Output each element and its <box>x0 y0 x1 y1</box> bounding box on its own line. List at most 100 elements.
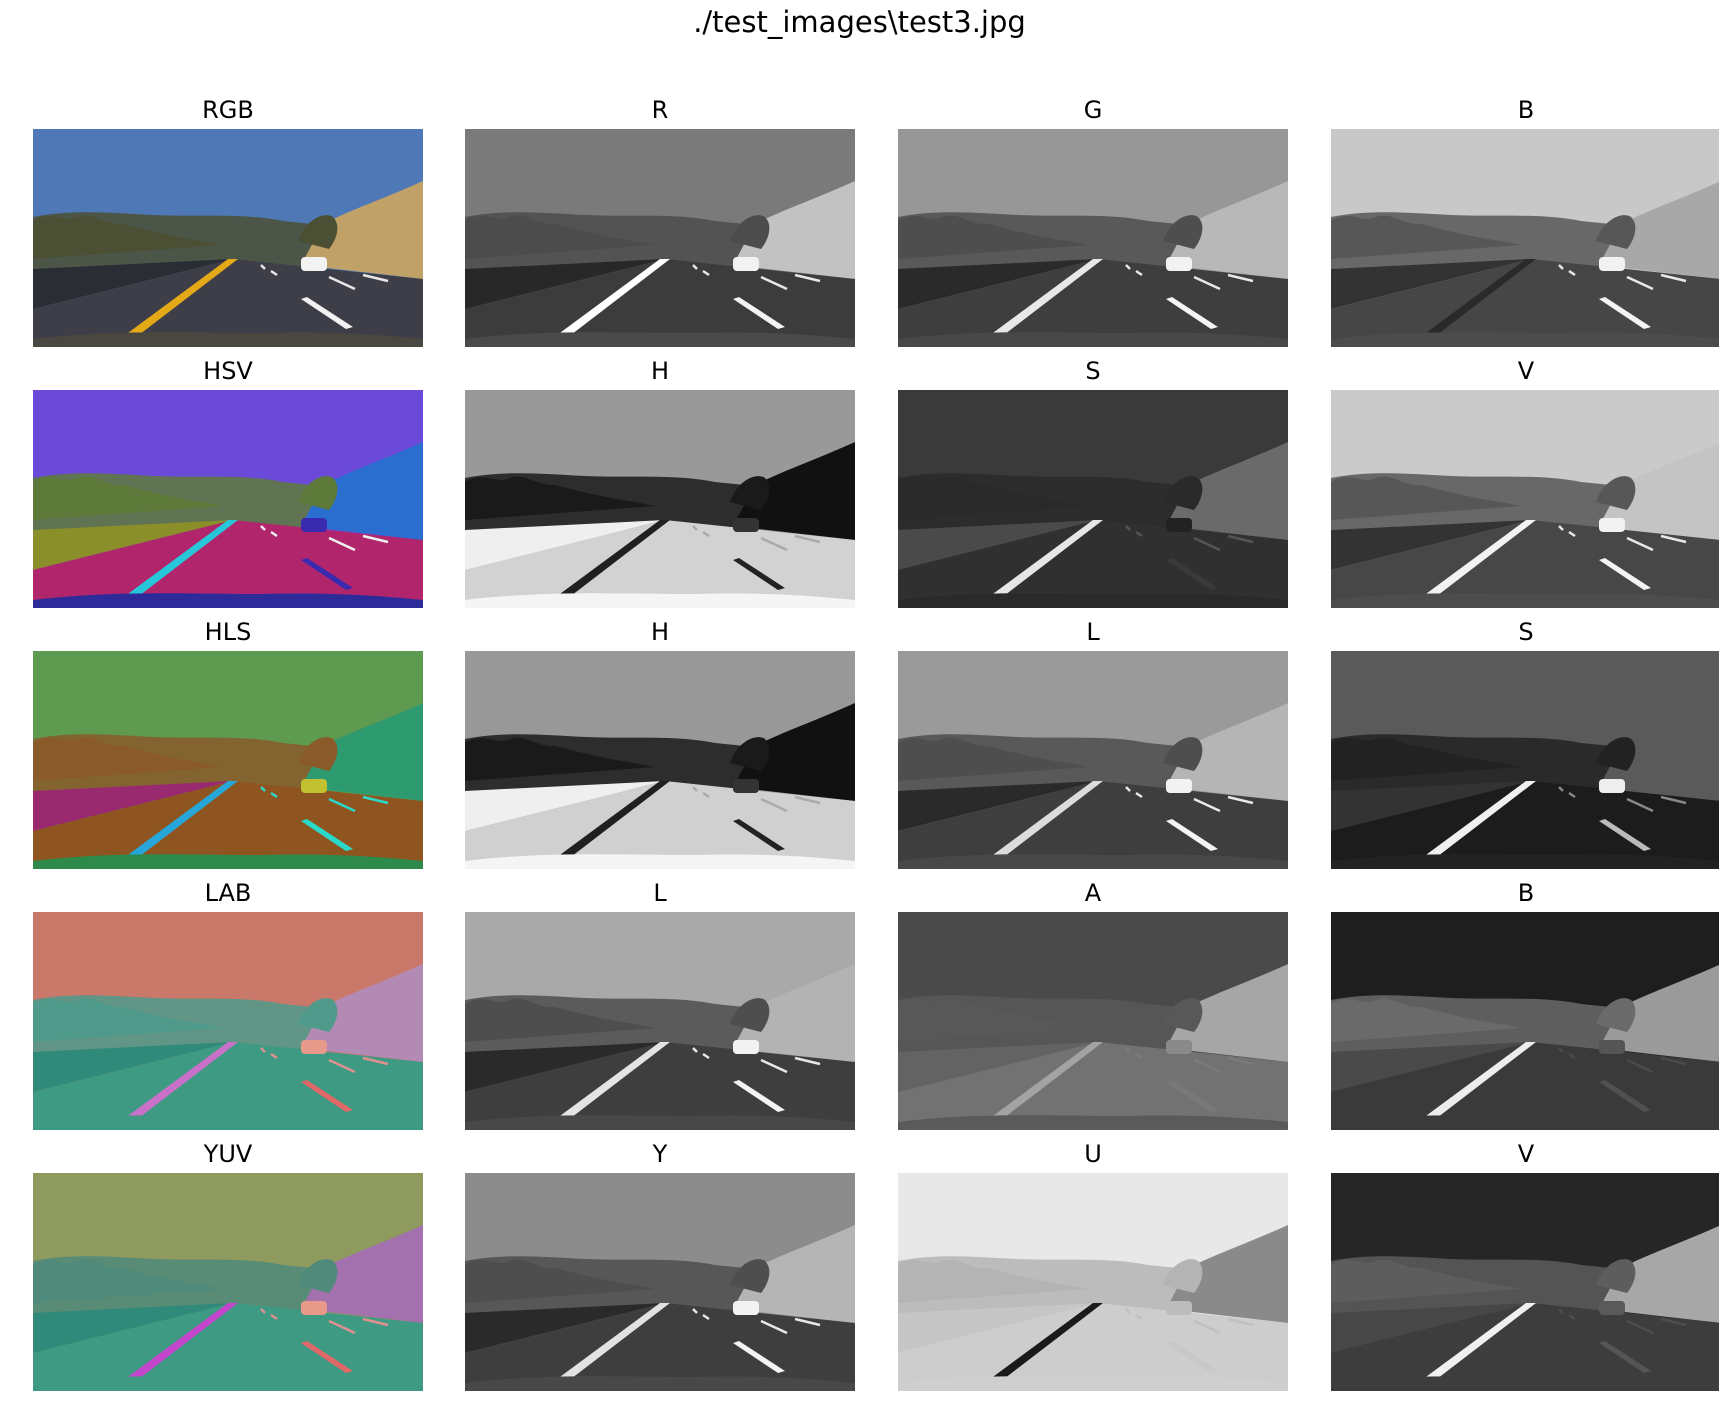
right-lane-line <box>301 558 353 590</box>
right-lane-line <box>1166 1080 1218 1112</box>
right-lane-line <box>733 1341 785 1373</box>
car <box>1599 257 1625 271</box>
panel-title: G <box>1083 96 1103 124</box>
lane-dash <box>1193 536 1221 552</box>
lane-dash <box>1193 1058 1221 1074</box>
left-lane-line <box>1415 781 1536 863</box>
car <box>1166 1301 1192 1315</box>
car <box>733 518 759 532</box>
right-lane-line <box>301 1341 353 1373</box>
tree-line <box>465 476 655 520</box>
lane-dash <box>692 786 698 792</box>
roadside-tree <box>298 998 338 1032</box>
lane-dash <box>270 1313 278 1321</box>
lane-dash <box>270 1052 278 1060</box>
panel-title: HLS <box>204 618 252 646</box>
channel-image <box>898 129 1288 347</box>
car-hood <box>33 332 423 347</box>
lane-dash <box>794 273 821 283</box>
tree-line <box>465 1259 655 1303</box>
lane-dash <box>702 791 710 799</box>
channel-image <box>465 912 855 1130</box>
right-lane-line <box>1166 558 1218 590</box>
lane-dash <box>362 795 389 805</box>
hillside <box>733 1225 855 1323</box>
tree-line <box>1331 476 1521 520</box>
road-surface <box>1331 1042 1719 1130</box>
lane-dash <box>362 273 389 283</box>
car <box>1599 518 1625 532</box>
tree-line <box>1331 737 1521 781</box>
roadside-tree <box>1596 1259 1636 1293</box>
hillside <box>733 442 855 540</box>
lane-dash <box>1626 797 1654 813</box>
lane-dash <box>794 534 821 544</box>
lane-dash <box>1193 1319 1221 1335</box>
right-lane-line <box>1599 558 1651 590</box>
road-surface <box>1331 259 1719 347</box>
channel-panel: YUV <box>33 1140 423 1391</box>
lane-dash <box>1660 1317 1687 1327</box>
lane-dash <box>1125 525 1131 531</box>
tree-line <box>33 998 223 1042</box>
hillside <box>301 181 423 279</box>
car <box>733 1301 759 1315</box>
road-surface <box>898 259 1288 347</box>
lane-dash <box>760 797 788 813</box>
tree-line <box>898 215 1088 259</box>
channel-image <box>1331 1173 1719 1391</box>
roadside-tree <box>1596 998 1636 1032</box>
lane-dash <box>328 1319 356 1335</box>
left-lane-line <box>1415 1303 1536 1385</box>
car-hood <box>465 854 855 869</box>
hillside <box>1599 442 1719 540</box>
right-lane-line <box>1599 819 1651 851</box>
lane-dash <box>1227 273 1254 283</box>
lane-dash <box>702 530 710 538</box>
roadside-tree <box>1596 215 1636 249</box>
lane-dash <box>328 797 356 813</box>
roadside-tree <box>298 215 338 249</box>
car-hood <box>465 1376 855 1391</box>
lane-dash <box>270 530 278 538</box>
lane-dash <box>1568 530 1576 538</box>
lane-dash <box>362 1056 389 1066</box>
lane-dash <box>1227 534 1254 544</box>
road-surface <box>33 520 423 608</box>
lane-dash <box>362 1317 389 1327</box>
left-lane-line <box>982 781 1103 863</box>
channel-image <box>465 390 855 608</box>
car-hood <box>898 854 1288 869</box>
road-surface <box>898 1042 1288 1130</box>
roadside-tree <box>298 1259 338 1293</box>
channel-image <box>33 129 423 347</box>
left-lane-line <box>1415 1042 1536 1124</box>
car <box>1599 1301 1625 1315</box>
car-hood <box>1331 1115 1719 1130</box>
car-hood <box>1331 332 1719 347</box>
lane-dash <box>1125 1308 1131 1314</box>
channel-panel: G <box>898 96 1288 347</box>
panel-title: YUV <box>203 1140 253 1168</box>
hillside <box>301 964 423 1062</box>
channel-panel: RGB <box>33 96 423 347</box>
lane-dash <box>260 264 266 270</box>
channel-panel: V <box>1331 357 1719 608</box>
panel-title: R <box>651 96 669 124</box>
car <box>301 518 327 532</box>
lane-dash <box>1125 264 1131 270</box>
channel-panel: S <box>1331 618 1719 869</box>
road-surface <box>465 259 855 347</box>
channel-image <box>898 651 1288 869</box>
car-hood <box>465 332 855 347</box>
roadside-tree <box>730 476 770 510</box>
tree-line <box>1331 1259 1521 1303</box>
channel-panel: Y <box>465 1140 855 1391</box>
lane-dash <box>692 1308 698 1314</box>
panel-title: V <box>1517 1140 1535 1168</box>
lane-dash <box>1558 1308 1564 1314</box>
left-lane-line <box>982 1042 1103 1124</box>
channel-image <box>1331 912 1719 1130</box>
lane-dash <box>702 1052 710 1060</box>
panel-title: L <box>1086 618 1100 646</box>
